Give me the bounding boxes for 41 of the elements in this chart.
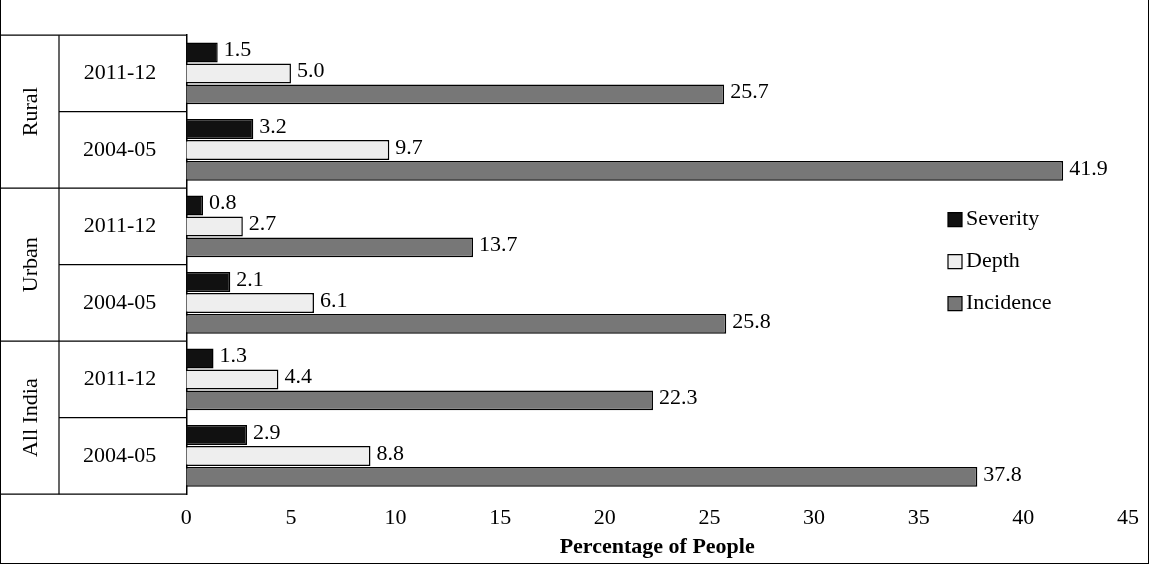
- data-label: 9.7: [395, 133, 423, 159]
- x-tick-label: 5: [285, 504, 297, 530]
- data-label: 3.2: [259, 112, 287, 138]
- data-label: 1.5: [223, 36, 252, 62]
- y-tick-label: 2004-05: [83, 135, 157, 161]
- x-tick-label: 25: [698, 504, 721, 530]
- data-label: 37.8: [983, 460, 1022, 486]
- data-label: 13.7: [479, 231, 518, 257]
- text: All India: [16, 378, 42, 458]
- data-label: 5.0: [296, 57, 325, 83]
- data-label: 41.9: [1069, 154, 1108, 180]
- text: Rural: [16, 87, 42, 137]
- data-label: 4.4: [284, 363, 312, 389]
- y-tick-label: 2004-05: [83, 441, 157, 467]
- legend-label: Incidence: [966, 289, 1052, 315]
- x-tick-label: 20: [593, 504, 616, 530]
- data-label: 8.8: [376, 439, 404, 465]
- text: Urban: [16, 237, 42, 293]
- x-tick-label: 45: [1117, 504, 1139, 530]
- data-label: 0.8: [209, 189, 237, 215]
- data-label: 22.3: [658, 384, 698, 410]
- data-label: 25.8: [732, 307, 771, 333]
- data-label: 2.7: [248, 210, 277, 236]
- x-tick-label: 40: [1012, 504, 1035, 530]
- x-tick-label: 0: [180, 504, 192, 530]
- y-tick-label: 2011-12: [83, 365, 157, 391]
- x-tick-label: 10: [384, 504, 407, 530]
- data-label: 2.9: [253, 418, 281, 444]
- x-axis-title: Percentage of People: [559, 533, 755, 559]
- legend-label: Depth: [966, 247, 1020, 273]
- legend-label: Severity: [966, 205, 1040, 231]
- data-label: 2.1: [236, 265, 264, 291]
- y-tick-label: 2011-12: [83, 59, 157, 85]
- y-tick-label: 2004-05: [83, 288, 157, 314]
- x-tick-label: 35: [907, 504, 930, 530]
- data-label: 25.7: [730, 78, 769, 104]
- y-tick-label: 2011-12: [83, 212, 157, 238]
- x-tick-label: 30: [803, 504, 826, 530]
- data-label: 1.3: [219, 342, 248, 368]
- data-label: 6.1: [319, 286, 348, 312]
- x-tick-label: 15: [489, 504, 512, 530]
